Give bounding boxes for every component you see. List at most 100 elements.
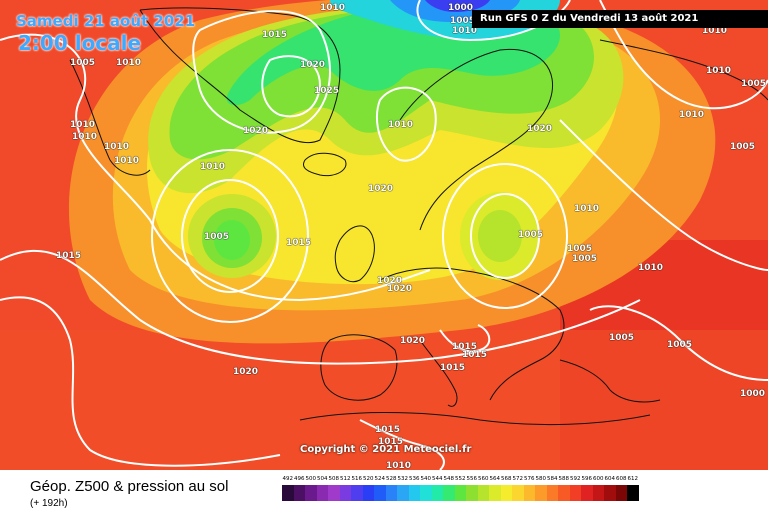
isobar-pressure-label: 1020 <box>387 284 413 294</box>
isobar-low-norway <box>375 86 437 162</box>
isobar-pressure-label: 1010 <box>72 132 98 142</box>
isobar-pressure-label: 1020 <box>400 336 426 346</box>
isobar-pressure-label: 1010 <box>452 26 478 36</box>
scale-tick-label: 508 <box>328 476 340 482</box>
copyright: Copyright © 2021 Meteociel.fr <box>300 444 472 455</box>
scale-swatch <box>454 485 466 501</box>
scale-tick-label: 560 <box>478 476 489 482</box>
isobar-pressure-label: 1000 <box>740 389 766 399</box>
isobar-northeast <box>599 0 768 110</box>
isobar-pressure-label: 1005 <box>204 232 230 242</box>
legend-footer: Géop. Z500 & pression au sol (+ 192h) 49… <box>0 470 768 512</box>
isobar-pressure-label: 1005 <box>741 79 767 89</box>
isobar-east <box>559 119 768 271</box>
scale-swatch <box>581 485 593 501</box>
run-info: Run GFS 0 Z du Vendredi 13 août 2021 <box>472 10 768 28</box>
scale-swatch <box>385 485 397 501</box>
italy-coast <box>419 339 458 407</box>
isobar-pressure-label: 1005 <box>572 254 598 264</box>
scale-tick-label: 532 <box>397 476 409 482</box>
east-low-core <box>478 210 522 262</box>
scale-tick-label: 596 <box>581 476 593 482</box>
isobar-pressure-label: 1010 <box>116 58 142 68</box>
scale-swatch <box>604 485 616 501</box>
iceland-coast <box>303 152 347 177</box>
scale-tick-label: 524 <box>374 476 386 482</box>
scale-tick-label: 568 <box>501 476 512 482</box>
scale-tick-label: 544 <box>432 476 443 482</box>
isobar-pressure-label: 1010 <box>679 110 705 120</box>
color-scale: 492 496 500 504 508 512 516 520 524 528 532 536 540 5… <box>282 476 639 501</box>
isobar-pressure-label: 1010 <box>638 263 664 273</box>
isobar-pressure-label: 1010 <box>386 461 412 470</box>
isobar-pressure-label: 1010 <box>702 26 728 36</box>
isobar-pressure-label: 1010 <box>706 66 732 76</box>
isobar-pressure-label: 1005 <box>567 244 593 254</box>
scale-tick-label: 576 <box>524 476 535 482</box>
arctic-russia-coast <box>599 39 768 101</box>
isobar-low-east <box>470 193 540 279</box>
scale-tick-label: 500 <box>305 476 317 482</box>
scale-swatch <box>282 485 294 501</box>
cutoff-low-core <box>214 220 250 260</box>
scale-tick-label: 612 <box>627 476 639 482</box>
scale-tick-label: 608 <box>616 476 627 482</box>
britain-coast <box>334 225 375 283</box>
isobar-pressure-label: 1005 <box>450 16 476 26</box>
isobar-southeast <box>589 305 768 381</box>
isobar-pressure-label: 1020 <box>233 367 259 377</box>
isobar-pressure-label: 1015 <box>286 238 312 248</box>
scale-swatch <box>305 485 317 501</box>
isobar-low-west <box>181 179 279 293</box>
scale-swatch <box>351 485 363 501</box>
scale-tick-label: 528 <box>386 476 397 482</box>
anatolia-coast <box>559 359 661 403</box>
isobar-pressure-label: 1015 <box>378 437 404 447</box>
scale-swatch <box>500 485 512 501</box>
isobar-africa <box>359 419 445 470</box>
scale-swatch <box>592 485 604 501</box>
isobar-pressure-label: 1015 <box>452 342 478 352</box>
isobar-pressure-label: 1020 <box>243 126 269 136</box>
scale-tick-label: 512 <box>340 476 351 482</box>
scale-swatch <box>558 485 570 501</box>
isobar <box>0 296 281 467</box>
scale-tick-label: 548 <box>443 476 455 482</box>
scale-swatch <box>397 485 409 501</box>
scale-swatch <box>512 485 524 501</box>
isobar-pressure-label: 1005 <box>609 333 635 343</box>
scale-tick-label: 536 <box>409 476 420 482</box>
isobar-high-core <box>261 55 322 118</box>
isobar <box>0 33 431 302</box>
isobar-pressure-label: 1020 <box>300 60 326 70</box>
scale-tick-label: 592 <box>570 476 581 482</box>
isobar-pressure-label: 1010 <box>200 162 226 172</box>
scale-swatch <box>431 485 443 501</box>
scale-tick-label: 600 <box>593 476 604 482</box>
iberia-coast <box>320 334 398 401</box>
isobar-pressure-label: 1015 <box>262 30 288 40</box>
isobar-high-greenland <box>192 10 331 134</box>
isobar-pressure-label: 1020 <box>368 184 394 194</box>
scale-swatch <box>408 485 420 501</box>
isobar-pressure-label: 1000 <box>448 3 474 13</box>
scandinavia-coast <box>399 48 554 231</box>
isobar-pressure-label: 1005 <box>70 58 96 68</box>
north-africa-coast <box>299 412 651 426</box>
scale-tick-label: 492 <box>282 476 294 482</box>
isobar-pressure-label: 1025 <box>314 86 340 96</box>
scale-swatch <box>293 485 305 501</box>
isobar-pressure-label: 1015 <box>56 251 82 261</box>
scale-tick-label: 496 <box>294 476 305 482</box>
scale-tick-label: 580 <box>535 476 547 482</box>
isobar-pressure-label: 1010 <box>104 142 130 152</box>
geopotential-field <box>0 0 768 470</box>
scale-swatch <box>316 485 328 501</box>
scale-swatch <box>615 485 627 501</box>
scale-swatch <box>374 485 386 501</box>
legend-title: Géop. Z500 & pression au sol <box>30 478 229 495</box>
isobar-pressure-label: 1010 <box>388 120 414 130</box>
scale-tick-label: 516 <box>351 476 363 482</box>
isobar-pressure-label: 1020 <box>377 276 403 286</box>
